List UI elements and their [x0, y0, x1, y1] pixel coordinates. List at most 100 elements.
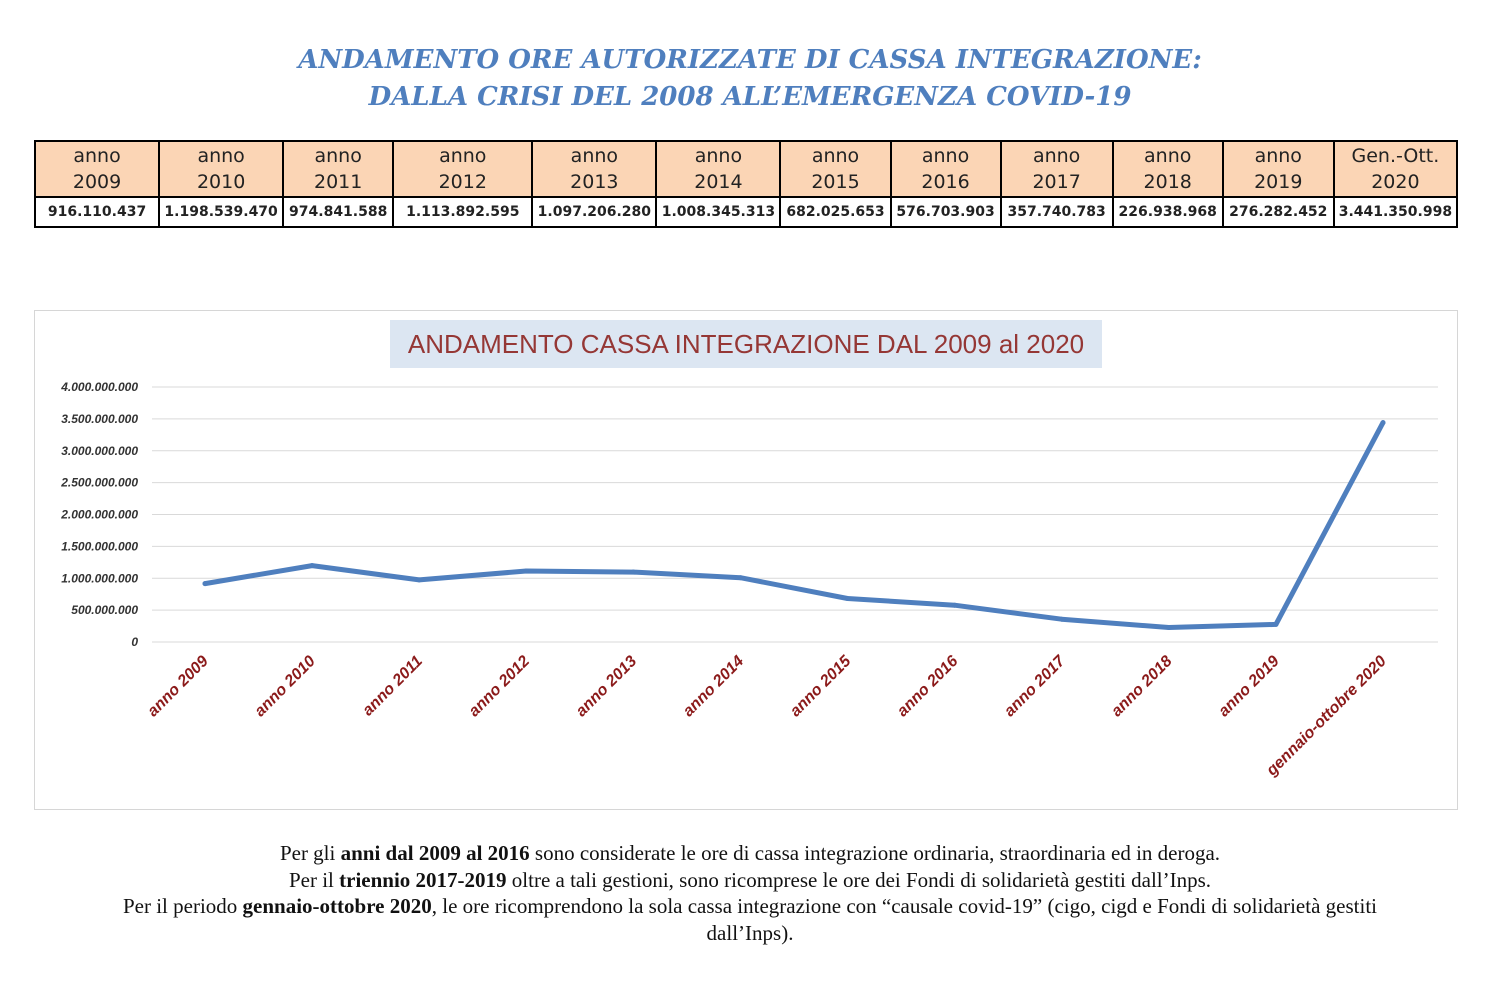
footnote-3-text-b: , le ore ricomprendono la sola cassa int…	[431, 894, 1377, 918]
x-tick-label: anno 2013	[573, 653, 640, 720]
data-point	[202, 581, 208, 587]
x-tick-label: anno 2014	[680, 653, 747, 720]
table-value-cell: 916.110.437	[33, 196, 161, 228]
table-header-cell: anno 2017	[999, 140, 1114, 198]
footnote-1-text-b: sono considerate le ore di cassa integra…	[529, 841, 1221, 865]
table-values-row: 916.110.437 1.198.539.470 974.841.588 1.113…	[33, 196, 1459, 228]
x-tick-label: anno 2010	[252, 653, 319, 720]
x-tick-label: anno 2017	[1001, 652, 1069, 720]
table-value-cell: 226.938.968	[1111, 196, 1224, 228]
table-header-row: anno 2009 anno 2010 anno 2011 anno 2012 anno 2013…	[33, 140, 1459, 198]
table-header-year: 2018	[1143, 171, 1192, 193]
y-tick-label: 1.000.000.000	[61, 571, 138, 585]
x-tick-label: anno 2011	[359, 653, 426, 720]
y-tick-label: 500.000.000	[71, 603, 138, 617]
data-point	[1380, 420, 1386, 426]
y-tick-label: 1.500.000.000	[61, 539, 138, 553]
footnote-3-bold: gennaio-ottobre 2020	[242, 894, 432, 918]
y-tick-label: 0	[131, 635, 138, 649]
table-header-word: anno	[1032, 145, 1081, 167]
table-header-cell: anno 2012	[392, 140, 534, 198]
y-tick-label: 2.000.000.000	[60, 508, 138, 522]
main-title-line-2: DALLA CRISI DEL 2008 ALL’EMERGENZA COVID…	[368, 82, 1132, 112]
footnote-line-1: Per gli anni dal 2009 al 2016 sono consi…	[40, 840, 1460, 867]
x-tick-label: anno 2018	[1108, 653, 1175, 720]
table-header-year: 2014	[694, 171, 743, 193]
table-header-year: 2020	[1371, 171, 1420, 193]
y-tick-label: 3.500.000.000	[61, 412, 138, 426]
data-point	[1059, 616, 1065, 622]
table-header-word: anno	[197, 145, 245, 167]
table-header-year: 2010	[196, 171, 246, 193]
table-value-cell: 357.740.783	[999, 196, 1114, 228]
x-tick-label: anno 2016	[894, 653, 961, 720]
table-header-cell: anno 2010	[158, 140, 285, 198]
yearly-hours-table: anno 2009 anno 2010 anno 2011 anno 2012 anno 2013…	[33, 140, 1459, 228]
table-header-cell: anno 2014	[655, 140, 782, 198]
x-tick-label: anno 2012	[466, 653, 533, 720]
footnote-2-text-b: oltre a tali gestioni, sono ricomprese l…	[506, 867, 1212, 892]
table-header-year: 2019	[1254, 171, 1303, 193]
main-title-line-1: ANDAMENTO ORE AUTORIZZATE DI CASSA INTEG…	[298, 45, 1202, 75]
table-header-word: anno	[439, 145, 487, 167]
footnote-line-4: dall’Inps).	[706, 920, 794, 945]
data-point	[309, 563, 315, 569]
table-header-cell: anno 2016	[889, 140, 1002, 198]
footnote-1-bold: anni dal 2009 al 2016	[340, 841, 530, 865]
data-point	[416, 577, 422, 583]
table-header-word: anno	[570, 145, 619, 167]
table-value-cell: 1.008.345.313	[655, 196, 782, 228]
table-header-word: anno	[1254, 145, 1302, 167]
table-value-cell: 682.025.653	[779, 196, 892, 228]
table-header-word: anno	[1144, 145, 1192, 167]
x-tick-label: gennaio-ottobre 2020	[1263, 653, 1390, 780]
table-header-year: 2009	[72, 171, 122, 193]
series-line	[202, 420, 1386, 630]
x-tick-label: anno 2009	[144, 653, 211, 720]
table-header-year: 2017	[1032, 171, 1081, 193]
y-tick-label: 3.000.000.000	[61, 444, 138, 458]
main-title: ANDAMENTO ORE AUTORIZZATE DI CASSA INTEG…	[0, 42, 1500, 116]
table-header-word: Gen.-Ott.	[1351, 145, 1440, 167]
table-value-cell: 1.198.539.470	[158, 196, 285, 228]
table-header-cell: anno 2019	[1221, 140, 1335, 198]
x-tick-label: anno 2019	[1215, 653, 1282, 720]
data-point	[630, 569, 636, 575]
chart-frame	[34, 310, 1458, 810]
table-value-cell: 576.703.903	[889, 196, 1002, 228]
table-value-cell: 276.282.452	[1221, 196, 1335, 228]
table-header-cell: anno 2013	[531, 140, 658, 198]
y-tick-label: 2.500.000.000	[60, 476, 138, 490]
footnote-line-2: Per il triennio 2017-2019 oltre a tali g…	[40, 867, 1460, 894]
data-point	[845, 596, 851, 602]
table-header-word: anno	[314, 145, 362, 167]
table-header-year: 2013	[570, 171, 619, 193]
table-header-year: 2012	[438, 171, 487, 193]
chart-title: ANDAMENTO CASSA INTEGRAZIONE DAL 2009 al…	[407, 329, 1085, 359]
footnote-1-text-a: Per gli	[279, 841, 341, 865]
table-header-cell: anno 2011	[282, 140, 395, 198]
table-header-word: anno	[811, 145, 860, 167]
footnote-line-3: Per il periodo gennaio-ottobre 2020, le …	[40, 893, 1460, 920]
y-tick-label: 4.000.000.000	[60, 380, 138, 394]
footnote-2-text-a: Per il	[288, 867, 340, 892]
table-header-cell: Gen.-Ott. 2020	[1332, 140, 1459, 198]
table-header-word: anno	[921, 145, 970, 167]
table-header-word: anno	[694, 145, 743, 167]
data-point	[737, 575, 743, 581]
table-header-year: 2011	[314, 171, 363, 193]
footnote-2-bold: triennio 2017-2019	[339, 867, 507, 892]
footnotes: Per gli anni dal 2009 al 2016 sono consi…	[40, 840, 1460, 946]
x-tick-label: anno 2015	[787, 652, 855, 720]
data-point	[952, 602, 958, 608]
table-value-cell: 1.113.892.595	[392, 196, 534, 228]
table-header-year: 2016	[921, 171, 970, 193]
table-header-year: 2015	[811, 171, 860, 193]
table-value-cell: 974.841.588	[282, 196, 395, 228]
data-point	[1273, 621, 1279, 627]
table-value-cell: 1.097.206.280	[531, 196, 658, 228]
table-header-cell: anno 2015	[779, 140, 892, 198]
data-point	[523, 568, 529, 574]
table-value-cell: 3.441.350.998	[1332, 196, 1459, 228]
